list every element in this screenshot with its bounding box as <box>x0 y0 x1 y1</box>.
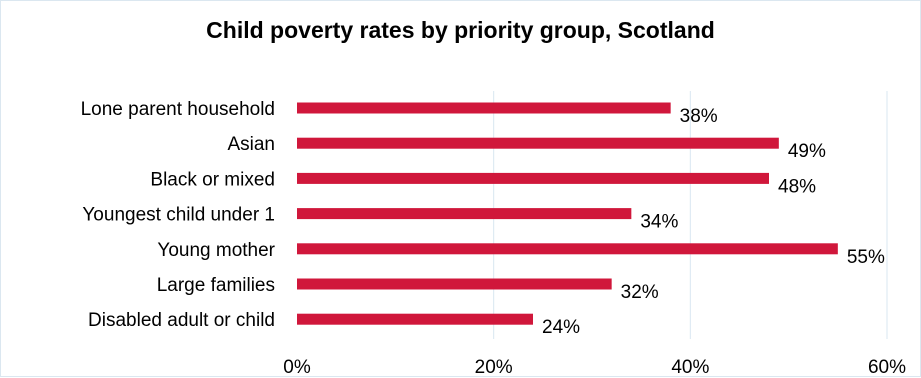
category-label-large-families: Large families <box>157 275 275 296</box>
category-label-young-mother: Young mother <box>157 240 275 261</box>
x-tick-label-60: 60% <box>868 357 906 378</box>
value-label-large-families: 32% <box>621 282 659 303</box>
x-tick-label-40: 40% <box>671 357 709 378</box>
chart-title: Child poverty rates by priority group, S… <box>206 17 715 43</box>
value-label-black-or-mixed: 48% <box>778 176 816 197</box>
bar-youngest-child-under-1 <box>297 208 632 220</box>
category-label-disabled-adult-or-child: Disabled adult or child <box>88 310 275 331</box>
value-label-asian: 49% <box>788 141 826 162</box>
value-label-disabled-adult-or-child: 24% <box>542 317 580 338</box>
category-label-black-or-mixed: Black or mixed <box>150 169 275 190</box>
x-tick-label-20: 20% <box>475 357 513 378</box>
bar-large-families <box>297 278 612 290</box>
value-label-lone-parent-household: 38% <box>680 106 718 127</box>
category-label-asian: Asian <box>227 134 275 155</box>
value-label-young-mother: 55% <box>847 247 885 268</box>
x-tick-label-0: 0% <box>283 357 311 378</box>
bar-lone-parent-household <box>297 102 671 114</box>
bar-black-or-mixed <box>297 172 769 184</box>
category-label-youngest-child-under-1: Youngest child under 1 <box>82 205 275 226</box>
bar-young-mother <box>297 243 838 255</box>
bar-asian <box>297 137 779 149</box>
value-label-youngest-child-under-1: 34% <box>640 212 678 233</box>
category-label-lone-parent-household: Lone parent household <box>81 99 275 120</box>
bar-disabled-adult-or-child <box>297 313 533 325</box>
